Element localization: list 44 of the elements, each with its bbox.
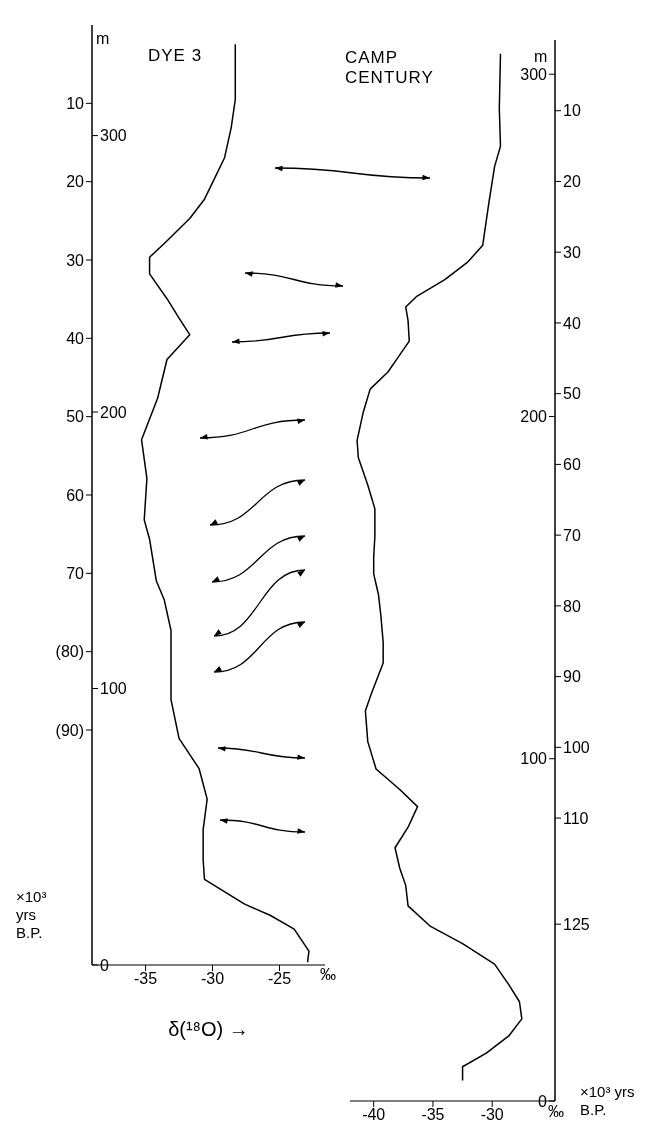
text: DYE 3 <box>148 46 204 66</box>
y2-tick-label: 60 <box>66 486 85 504</box>
x-tick-label: -25 <box>267 970 292 988</box>
y2-tick-label: 70 <box>66 565 85 583</box>
y-tick-label: 100 <box>100 680 127 698</box>
y2-tick-label: 40 <box>66 330 85 348</box>
text: ‰ <box>548 1103 564 1121</box>
y2-tick-label: 30 <box>66 251 85 269</box>
y-tick-label: 100 <box>520 750 548 768</box>
y2-tick-label: 10 <box>563 102 581 120</box>
y2-tick-label: 20 <box>563 173 581 191</box>
y2-tick-label: 10 <box>66 95 85 113</box>
y-tick-label: 0 <box>100 956 109 974</box>
x-axis-title: δ(¹⁸O) → <box>168 1018 249 1040</box>
x-tick-label: -40 <box>362 1106 386 1124</box>
y-tick-label: 0 <box>538 1092 548 1110</box>
x-tick-label: -30 <box>480 1106 504 1124</box>
y2-tick-label: 80 <box>563 597 581 615</box>
x-tick-label: -35 <box>134 970 158 988</box>
y2-tick-label: (90) <box>55 721 84 739</box>
y-tick-label: 200 <box>520 408 548 426</box>
y2-tick-label: 110 <box>563 809 589 827</box>
y2-tick-label: 125 <box>563 915 590 933</box>
y-tick-label: 300 <box>520 65 548 83</box>
y2-tick-label: 30 <box>563 243 581 261</box>
y2-tick-label: 90 <box>563 668 581 686</box>
y2-tick-label: 60 <box>563 456 581 474</box>
y2-tick-label: 40 <box>563 314 581 332</box>
text: ‰ <box>320 966 336 984</box>
y2-tick-label: 70 <box>563 526 581 544</box>
y2-tick-label: 50 <box>563 385 581 403</box>
y-tick-label: 300 <box>100 127 127 145</box>
y-tick-label: 200 <box>100 403 127 421</box>
y-axis-title: m <box>96 30 110 48</box>
y2-tick-label: 100 <box>563 739 590 757</box>
y2-axis-title: ×10³ yrs B.P. <box>580 1083 636 1119</box>
text: CAMP CENTURY <box>345 48 435 88</box>
y2-tick-label: 20 <box>66 173 85 191</box>
y2-tick-label: (80) <box>55 643 84 661</box>
y2-axis-title: ×10³ yrs B.P. <box>16 888 48 942</box>
y-axis-title: m <box>534 48 548 66</box>
x-tick-label: -35 <box>421 1106 445 1124</box>
x-tick-label: -30 <box>200 970 225 988</box>
y2-tick-label: 50 <box>66 408 85 426</box>
